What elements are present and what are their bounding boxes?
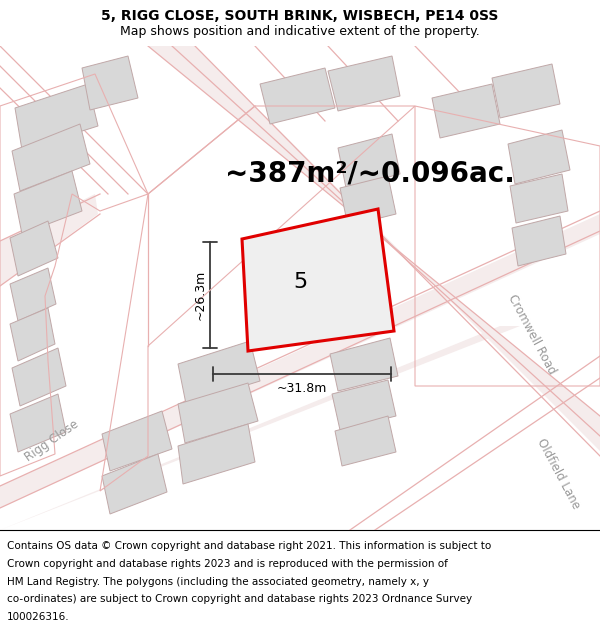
Polygon shape — [178, 383, 258, 443]
Text: Rigg Close: Rigg Close — [23, 418, 81, 464]
Text: Cromwell Road: Cromwell Road — [505, 292, 559, 376]
Polygon shape — [328, 56, 400, 111]
Text: 100026316.: 100026316. — [7, 612, 70, 622]
Polygon shape — [148, 46, 600, 451]
Text: ~387m²/~0.096ac.: ~387m²/~0.096ac. — [225, 160, 515, 188]
Polygon shape — [432, 84, 500, 138]
Polygon shape — [242, 209, 394, 351]
Polygon shape — [340, 176, 396, 226]
Polygon shape — [178, 424, 255, 484]
Text: Crown copyright and database rights 2023 and is reproduced with the permission o: Crown copyright and database rights 2023… — [7, 559, 448, 569]
Text: Contains OS data © Crown copyright and database right 2021. This information is : Contains OS data © Crown copyright and d… — [7, 541, 491, 551]
Polygon shape — [10, 394, 66, 452]
Polygon shape — [0, 194, 98, 286]
Polygon shape — [330, 338, 398, 391]
Polygon shape — [10, 221, 58, 276]
Polygon shape — [0, 326, 520, 530]
Polygon shape — [10, 268, 56, 321]
Text: HM Land Registry. The polygons (including the associated geometry, namely x, y: HM Land Registry. The polygons (includin… — [7, 576, 429, 586]
Polygon shape — [102, 411, 172, 471]
Text: ~31.8m: ~31.8m — [277, 382, 327, 395]
Polygon shape — [102, 454, 167, 514]
Polygon shape — [335, 416, 396, 466]
Polygon shape — [178, 341, 260, 404]
Polygon shape — [492, 64, 560, 118]
Polygon shape — [12, 124, 90, 191]
Polygon shape — [12, 348, 66, 406]
Text: Oldfield Lane: Oldfield Lane — [534, 436, 582, 511]
Text: ~26.3m: ~26.3m — [194, 270, 207, 320]
Polygon shape — [15, 84, 98, 150]
Polygon shape — [260, 68, 335, 124]
Polygon shape — [510, 174, 568, 223]
Polygon shape — [82, 56, 138, 110]
Text: 5: 5 — [293, 272, 308, 292]
Polygon shape — [14, 171, 82, 234]
Polygon shape — [338, 134, 400, 188]
Text: 5, RIGG CLOSE, SOUTH BRINK, WISBECH, PE14 0SS: 5, RIGG CLOSE, SOUTH BRINK, WISBECH, PE1… — [101, 9, 499, 23]
Text: co-ordinates) are subject to Crown copyright and database rights 2023 Ordnance S: co-ordinates) are subject to Crown copyr… — [7, 594, 472, 604]
Polygon shape — [508, 130, 570, 184]
Polygon shape — [512, 216, 566, 266]
Polygon shape — [10, 308, 55, 361]
Polygon shape — [332, 380, 396, 430]
Text: Map shows position and indicative extent of the property.: Map shows position and indicative extent… — [120, 25, 480, 38]
Polygon shape — [0, 214, 600, 508]
